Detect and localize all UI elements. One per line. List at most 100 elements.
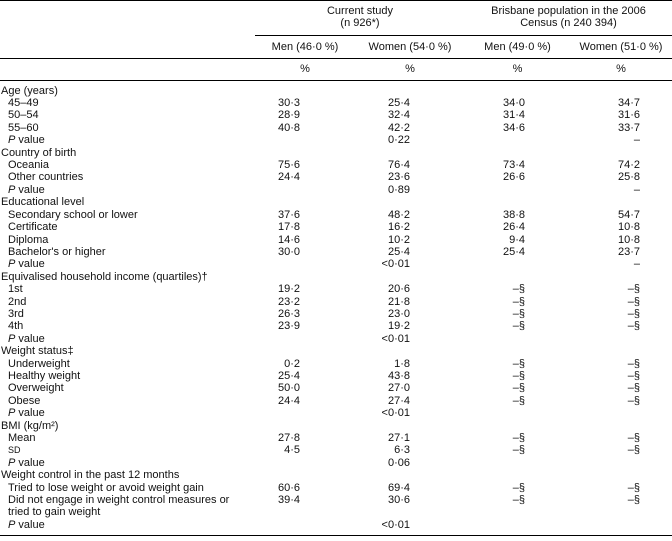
row-label: 1st	[0, 283, 255, 295]
value-cell: –§	[512, 394, 525, 407]
value-cell: 39·4	[277, 494, 300, 507]
row-label-text: Oceania	[8, 159, 49, 172]
row-label: P value	[0, 407, 255, 419]
value-cell: 34·7	[617, 97, 641, 110]
unit-header: %	[405, 63, 415, 76]
data-row: Healthy weight 25·4 43·8 –§ –§	[0, 370, 672, 382]
value-cell: –§	[627, 394, 641, 407]
row-label: 3rd	[0, 308, 255, 320]
row-label-text: Other countries	[8, 171, 84, 184]
value-cell: –§	[512, 382, 525, 395]
section-title: Educational level	[1, 196, 85, 209]
value-cell: –§	[512, 481, 525, 494]
row-label-text: Did not engage in weight control measure…	[8, 494, 230, 519]
data-row: 55–60 40·8 42·2 34·6 33·7	[0, 122, 672, 134]
value-cell: 14·6	[277, 233, 300, 246]
value-cell: 10·8	[617, 233, 641, 246]
row-label: Underweight	[0, 358, 255, 370]
group-header-row: Current study (n 926*) Brisbane populatio…	[0, 0, 672, 36]
column-header-row: Men (46·0 %) Women (54·0 %) Men (49·0 %) Wo…	[0, 35, 672, 59]
value-cell: –§	[512, 432, 525, 444]
row-label-text: Tried to lose weight or avoid weight gai…	[8, 481, 204, 494]
value-cell: 0·2	[284, 357, 300, 370]
value-cell: –§	[512, 369, 525, 382]
value-cell: –§	[627, 307, 641, 320]
group-title: Current study	[326, 5, 394, 17]
data-row: Mean 27·8 27·1 –§ –§	[0, 432, 672, 444]
value-cell: 26·4	[502, 221, 525, 234]
unit-header: %	[512, 63, 523, 76]
value-cell: 28·9	[277, 109, 300, 122]
row-label: P value	[0, 134, 255, 146]
value-cell: 25·4	[277, 369, 300, 382]
p-value: <0·01	[381, 258, 410, 271]
value-cell: 34·0	[502, 97, 525, 110]
p-value-row: P value 0·22 –	[0, 134, 672, 146]
row-label-text: 4th	[8, 320, 24, 333]
value-cell: –§	[512, 295, 525, 308]
row-label: P value	[0, 184, 255, 196]
row-label-text: 55–60	[8, 121, 39, 134]
blank-cell	[0, 1, 255, 36]
row-label: Bachelor's or higher	[0, 246, 255, 258]
value-cell: 27·4	[387, 394, 410, 407]
p-value-label: P value	[8, 258, 45, 271]
blank-cell	[0, 59, 255, 80]
value-cell: 20·6	[387, 283, 410, 296]
value-cell: 43·8	[387, 369, 410, 382]
row-label: Did not engage in weight control measure…	[0, 494, 255, 519]
value-cell: 54·7	[617, 208, 641, 221]
value-cell: 25·8	[617, 171, 641, 184]
unit-row: %%%%	[0, 59, 672, 81]
value-cell: 17·8	[277, 221, 300, 234]
value-cell: –§	[512, 320, 525, 333]
row-label: P value	[0, 519, 255, 536]
value-cell: –§	[512, 494, 525, 507]
value-cell: 27·1	[387, 432, 410, 444]
p-value: 0·06	[387, 456, 410, 469]
value-cell: 27·0	[387, 382, 410, 395]
blank-cell	[465, 258, 570, 270]
section-title: Weight control in the past 12 months	[1, 469, 180, 482]
blank-cell	[255, 258, 355, 270]
blank-cell	[465, 457, 570, 469]
group-title: Brisbane population in the 2006	[491, 5, 646, 17]
value-cell: 69·4	[387, 481, 410, 494]
blank-cell	[465, 134, 570, 146]
group-title: (n 926*)	[340, 17, 380, 30]
value-cell: 25·4	[502, 245, 525, 258]
value-cell: 74·2	[617, 159, 641, 172]
value-cell: 4·5	[284, 444, 300, 457]
row-label: SD	[0, 444, 255, 456]
value-cell: –§	[627, 295, 641, 308]
data-row: SD 4·5 6·3 –§ –§	[0, 444, 672, 456]
value-cell: –§	[627, 283, 641, 296]
data-row: 1st 19·2 20·6 –§ –§	[0, 283, 672, 295]
value-cell: 23·2	[277, 295, 300, 308]
value-cell: 73·4	[502, 159, 525, 172]
p-value-row: P value <0·01 –	[0, 258, 672, 270]
row-label-text: Overweight	[8, 382, 64, 395]
data-row: Certificate 17·8 16·2 26·4 10·8	[0, 221, 672, 233]
value-cell: –§	[512, 307, 525, 320]
data-row: Underweight 0·2 1·8 –§ –§	[0, 358, 672, 370]
section-title: Country of birth	[1, 146, 77, 159]
p-value-row: P value <0·01	[0, 519, 672, 536]
p-value-row: P value <0·01	[0, 407, 672, 419]
row-label: 55–60	[0, 122, 255, 134]
blank-cell	[255, 333, 355, 345]
value-cell: 6·3	[394, 444, 410, 457]
row-label-text: Obese	[8, 394, 41, 407]
value-cell: 30·3	[277, 97, 300, 110]
row-label: P value	[0, 258, 255, 270]
section-title: Equivalised household income (quartiles)…	[1, 270, 208, 283]
row-label: Healthy weight	[0, 370, 255, 382]
blank-cell	[465, 407, 570, 419]
p-value-label: P value	[8, 456, 45, 469]
unit-header: %	[616, 63, 626, 76]
row-label-text: 2nd	[8, 295, 27, 308]
column-header: Men (49·0 %)	[484, 40, 551, 53]
value-cell: 25·4	[387, 245, 410, 258]
